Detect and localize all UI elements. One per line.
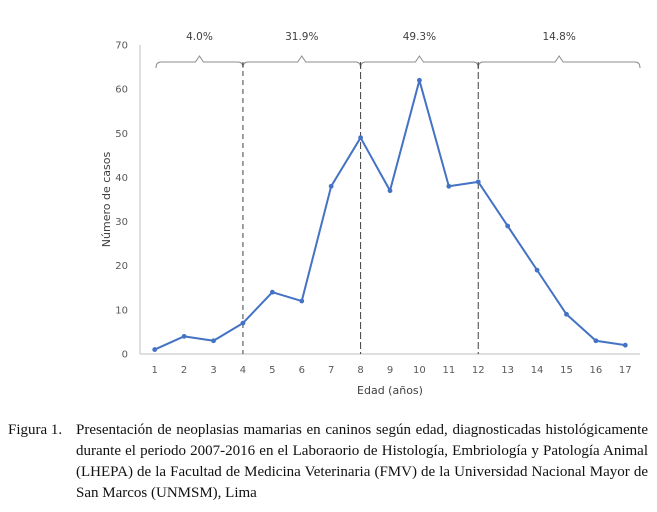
y-tick-label: 20 xyxy=(115,261,128,272)
chart-axes xyxy=(139,45,640,355)
age-group-percentage: 31.9% xyxy=(285,31,318,43)
age-group-percentage: 4.0% xyxy=(186,31,213,43)
x-tick-label: 3 xyxy=(210,365,216,376)
data-point xyxy=(181,333,187,339)
data-point xyxy=(593,338,599,344)
data-point xyxy=(387,188,393,194)
x-tick-label: 9 xyxy=(387,365,393,376)
x-tick-label: 5 xyxy=(269,365,275,376)
data-point xyxy=(358,135,363,141)
age-group-bracket xyxy=(155,55,244,69)
age-group-bracket xyxy=(477,55,641,69)
x-axis-title: Edad (años) xyxy=(357,384,423,397)
figure-caption: Figura 1. Presentación de neoplasias mam… xyxy=(8,420,648,504)
data-point xyxy=(328,183,334,189)
y-tick-label: 60 xyxy=(115,85,128,96)
data-point xyxy=(564,311,569,317)
data-point xyxy=(622,342,628,348)
data-point xyxy=(211,338,216,344)
data-point xyxy=(475,179,481,185)
x-tick-label: 2 xyxy=(181,365,187,376)
age-group-percentage: 14.8% xyxy=(542,31,575,43)
x-tick-label: 7 xyxy=(328,365,334,376)
data-point xyxy=(269,289,275,295)
series-line xyxy=(154,79,626,351)
caption-text: Presentación de neoplasias mamarias en c… xyxy=(76,422,648,501)
x-tick-label: 17 xyxy=(619,365,632,376)
x-tick-label: 12 xyxy=(472,365,485,376)
age-group-brackets: 4.0% 31.9% 49.3% 14.8% xyxy=(155,31,641,69)
y-tick-label: 0 xyxy=(122,350,128,361)
y-tick-label: 50 xyxy=(115,129,128,140)
data-point xyxy=(505,223,511,229)
y-tick-label: 70 xyxy=(115,41,128,52)
x-tick-label: 16 xyxy=(590,365,603,376)
x-tick-label: 1 xyxy=(152,365,158,376)
x-tick-label: 10 xyxy=(413,365,426,376)
age-group-bracket xyxy=(360,55,479,69)
age-group-percentage: 49.3% xyxy=(403,31,436,43)
data-point xyxy=(152,347,158,352)
x-tick-label: 13 xyxy=(501,365,514,376)
y-tick-label: 40 xyxy=(115,173,128,184)
age-group-dividers xyxy=(242,62,479,354)
data-point xyxy=(534,267,540,273)
x-tick-label: 14 xyxy=(531,365,544,376)
y-axis-title: Número de casos xyxy=(100,152,113,248)
y-tick-label: 30 xyxy=(115,217,128,228)
x-tick-label: 6 xyxy=(299,365,305,376)
data-point xyxy=(299,298,305,304)
x-tick-label: 8 xyxy=(357,365,363,376)
y-tick-label: 10 xyxy=(115,305,128,316)
data-point xyxy=(417,77,422,83)
x-tick-label: 11 xyxy=(442,365,455,376)
x-tick-label: 15 xyxy=(560,365,573,376)
age-group-bracket xyxy=(242,55,362,69)
data-point xyxy=(240,320,246,326)
x-tick-label: 4 xyxy=(240,365,246,376)
series-cases xyxy=(152,77,628,352)
data-point xyxy=(446,183,452,189)
caption-label: Figura 1. xyxy=(8,422,63,438)
